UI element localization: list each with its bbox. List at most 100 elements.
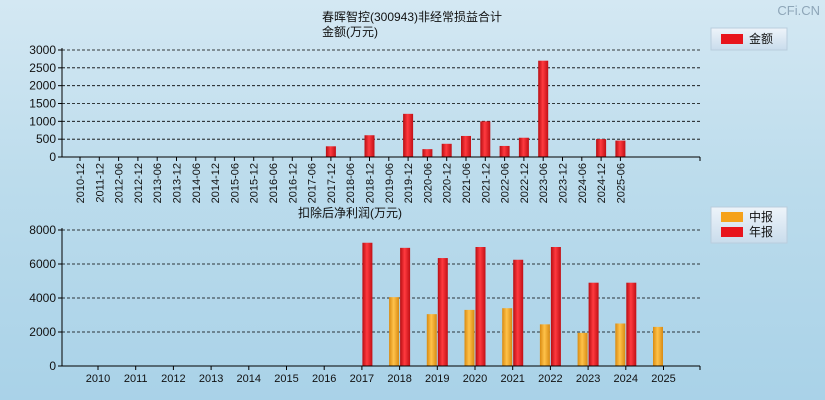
- watermark: CFi.CN: [777, 3, 820, 18]
- bar-金额-2021-06: [461, 135, 471, 157]
- x-tick-label: 2017: [350, 373, 374, 385]
- x-tick-label: 2013-12: [172, 163, 184, 203]
- chart2-bars: [362, 242, 663, 366]
- x-tick-label: 2016-12: [287, 163, 299, 203]
- x-tick-label: 2016: [312, 373, 336, 385]
- chart2-x-axis: 2010 2011 2012 2013 2014 2015 2016 2017 2018 2019…: [86, 366, 701, 385]
- bar-年报-2024: [626, 282, 637, 366]
- x-tick-label: 2022-06: [500, 163, 512, 203]
- x-tick-label: 2015: [274, 373, 298, 385]
- y-tick-label: 8000: [29, 223, 56, 237]
- x-tick-label: 2023: [576, 373, 600, 385]
- chart2-legend-swatch-annual: [721, 227, 743, 237]
- chart1-legend: 金额: [710, 27, 788, 51]
- bar-金额-2020-06: [422, 149, 433, 157]
- x-tick-label: 2019-12: [403, 163, 415, 203]
- bar-金额-2022-06: [499, 145, 510, 157]
- bar-金额-2020-12: [441, 143, 452, 157]
- y-tick-label: 2000: [29, 325, 56, 339]
- y-tick-label: 0: [49, 150, 56, 164]
- bar-金额-2019-12: [403, 113, 414, 157]
- x-tick-label: 2017-06: [307, 163, 319, 203]
- x-tick-label: 2020-06: [422, 163, 434, 203]
- x-tick-label: 2014: [237, 373, 261, 385]
- x-tick-label: 2020-12: [442, 163, 454, 203]
- x-tick-label: 2012-12: [133, 163, 145, 203]
- chart2-legend-label-interim: 中报: [749, 209, 773, 224]
- x-tick-label: 2018-12: [365, 163, 377, 203]
- bar-年报-2018: [400, 247, 411, 366]
- chart1-bars: [325, 60, 626, 158]
- chart2-y-axis: 0 2000 4000 6000 8000: [29, 223, 63, 373]
- y-tick-label: 0: [49, 359, 56, 373]
- x-tick-label: 2022-12: [519, 163, 531, 203]
- bar-中报-2024: [615, 323, 626, 366]
- x-tick-label: 2022: [538, 373, 562, 385]
- y-tick-label: 4000: [29, 291, 56, 305]
- chart2-title: 扣除后净利润(万元): [298, 205, 402, 220]
- bar-年报-2021: [513, 259, 524, 366]
- x-tick-label: 2024: [614, 373, 638, 385]
- y-tick-label: 6000: [29, 257, 56, 271]
- y-tick-label: 1500: [29, 97, 56, 111]
- chart2-legend-swatch-interim: [721, 212, 743, 222]
- x-tick-label: 2013: [199, 373, 223, 385]
- x-tick-label: 2020: [463, 373, 487, 385]
- y-tick-label: 1000: [29, 114, 56, 128]
- y-tick-label: 500: [36, 132, 56, 146]
- x-tick-label: 2013-06: [152, 163, 164, 203]
- y-tick-label: 2500: [29, 61, 56, 75]
- x-tick-label: 2024-06: [577, 163, 589, 203]
- chart2-legend-label-annual: 年报: [749, 224, 773, 239]
- chart1-x-axis: 2010-12 2011-12 2012-06 2012-12 2013-06 2013-…: [75, 157, 701, 203]
- x-tick-label: 2018-06: [345, 163, 357, 203]
- bar-年报-2020: [475, 247, 486, 366]
- bar-金额-2018-12: [364, 135, 375, 157]
- x-tick-label: 2019-06: [384, 163, 396, 203]
- x-tick-label: 2012: [161, 373, 185, 385]
- x-tick-label: 2021-06: [461, 163, 473, 203]
- x-tick-label: 2011-12: [94, 163, 106, 203]
- bar-中报-2023: [577, 332, 588, 366]
- chart1-y-axis: 0 500 1000 1500 2000 2500 3000: [29, 43, 63, 164]
- chart1-grid: [62, 49, 700, 140]
- x-tick-label: 2021-12: [480, 163, 492, 203]
- bar-年报-2019: [437, 258, 448, 366]
- chart2-grid: [62, 229, 700, 333]
- x-tick-label: 2011: [124, 373, 148, 385]
- x-tick-label: 2017-12: [326, 163, 338, 203]
- x-tick-label: 2024-12: [596, 163, 608, 203]
- x-tick-label: 2019: [425, 373, 449, 385]
- bar-中报-2018: [389, 297, 400, 366]
- bar-中报-2021: [502, 308, 513, 366]
- x-tick-label: 2012-06: [114, 163, 126, 203]
- bar-金额-2023-06: [538, 60, 549, 158]
- chart1-legend-label: 金额: [749, 31, 773, 46]
- y-tick-label: 3000: [29, 43, 56, 57]
- x-tick-label: 2023-12: [558, 163, 570, 203]
- chart1-legend-swatch: [721, 34, 743, 44]
- chart1-title: 春晖智控(300943)非经常损益合计: [322, 9, 502, 24]
- bar-中报-2025: [653, 326, 663, 366]
- y-tick-label: 2000: [29, 79, 56, 93]
- x-tick-label: 2025: [651, 373, 675, 385]
- bar-中报-2022: [539, 324, 550, 366]
- bar-金额-2022-12: [518, 137, 529, 157]
- bar-金额-2025-06: [615, 140, 626, 157]
- chart2-legend: 中报 年报: [710, 206, 788, 244]
- x-tick-label: 2018: [387, 373, 411, 385]
- x-tick-label: 2015-06: [229, 163, 241, 203]
- x-tick-label: 2014-12: [210, 163, 222, 203]
- bar-年报-2023: [588, 282, 599, 366]
- x-tick-label: 2025-06: [615, 163, 627, 203]
- bar-金额-2021-12: [480, 121, 491, 157]
- x-tick-label: 2015-12: [249, 163, 261, 203]
- chart1-ylabel: 金额(万元): [322, 24, 378, 39]
- x-tick-label: 2010-12: [75, 163, 87, 203]
- bar-金额-2024-12: [596, 139, 607, 157]
- bar-中报-2020: [464, 309, 475, 366]
- bar-年报-2017: [362, 242, 373, 366]
- x-tick-label: 2014-06: [191, 163, 203, 203]
- bar-金额-2017-12: [325, 146, 336, 157]
